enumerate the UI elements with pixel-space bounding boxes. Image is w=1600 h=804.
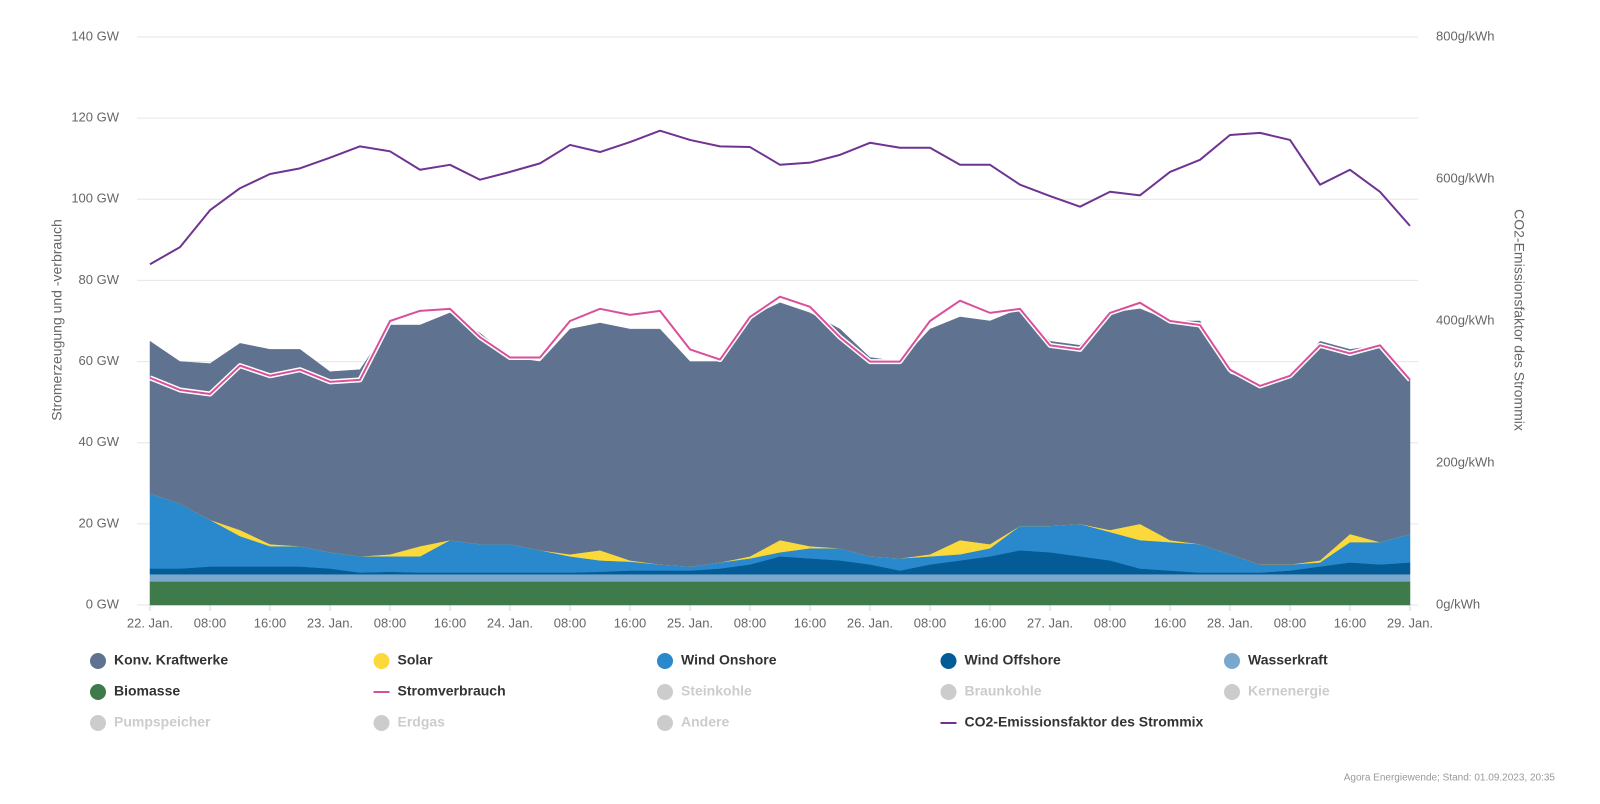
legend-label[interactable]: Kernenergie xyxy=(1248,683,1330,699)
legend-label[interactable]: Andere xyxy=(681,714,729,730)
x-tick-label: 24. Jan. xyxy=(487,615,533,630)
x-tick-label: 27. Jan. xyxy=(1027,615,1073,630)
legend-marker xyxy=(373,653,390,669)
legend-label[interactable]: Braunkohle xyxy=(965,683,1042,699)
legend-marker xyxy=(940,684,957,700)
x-tick-label: 08:00 xyxy=(194,615,227,630)
legend-label[interactable]: Steinkohle xyxy=(681,683,752,699)
area xyxy=(149,573,1411,582)
x-tick-label: 26. Jan. xyxy=(847,615,893,630)
legend-label[interactable]: Pumpspeicher xyxy=(114,714,211,730)
y-axis-title: Stromerzeugung und -verbrauch xyxy=(49,219,65,421)
x-tick-label: 08:00 xyxy=(914,615,947,630)
legend-marker xyxy=(90,653,106,669)
x-tick-label: 22. Jan. xyxy=(127,615,173,630)
x-tick-label: 16:00 xyxy=(974,615,1007,630)
legend-marker xyxy=(90,715,106,731)
legend-marker xyxy=(373,715,390,731)
legend-label[interactable]: Konv. Kraftwerke xyxy=(114,652,228,668)
legend-marker xyxy=(90,684,106,700)
x-tick-label: 08:00 xyxy=(734,615,767,630)
legend-marker xyxy=(940,653,957,669)
y2-tick-label: 0g/kWh xyxy=(1436,596,1480,611)
x-tick-label: 16:00 xyxy=(794,615,827,630)
x-tick-label: 08:00 xyxy=(1094,615,1127,630)
legend-label[interactable]: Wind Onshore xyxy=(681,652,777,668)
x-tick-label: 08:00 xyxy=(374,615,407,630)
x-tick-label: 08:00 xyxy=(554,615,587,630)
y-tick-label: 120 GW xyxy=(71,110,119,125)
line xyxy=(149,129,1411,266)
y-tick-label: 60 GW xyxy=(79,353,120,368)
y2-tick-label: 400g/kWh xyxy=(1436,312,1495,327)
y-tick-label: 20 GW xyxy=(79,515,120,530)
y2-tick-label: 800g/kWh xyxy=(1436,28,1495,43)
line xyxy=(149,295,1411,396)
legend-label[interactable]: Wasserkraft xyxy=(1248,652,1328,668)
legend-marker xyxy=(657,653,673,669)
legend-marker xyxy=(657,715,673,731)
legend-label[interactable]: Erdgas xyxy=(398,714,446,730)
x-tick-label: 25. Jan. xyxy=(667,615,713,630)
legend-marker xyxy=(1224,653,1240,669)
legend-label[interactable]: CO2-Emissionsfaktor des Strommix xyxy=(965,714,1204,730)
legend-label[interactable]: Wind Offshore xyxy=(965,652,1062,668)
area xyxy=(149,581,1411,606)
area xyxy=(149,302,1411,567)
x-tick-label: 16:00 xyxy=(434,615,467,630)
y-tick-label: 0 GW xyxy=(86,596,120,611)
legend-label[interactable]: Biomasse xyxy=(114,683,180,699)
x-tick-label: 28. Jan. xyxy=(1207,615,1253,630)
y-tick-label: 140 GW xyxy=(71,28,119,43)
x-tick-label: 08:00 xyxy=(1274,615,1307,630)
x-tick-label: 23. Jan. xyxy=(307,615,353,630)
x-tick-label: 16:00 xyxy=(1154,615,1187,630)
y2-axis-title: CO2-Emissionsfaktor des Strommix xyxy=(1511,209,1527,431)
x-tick-label: 16:00 xyxy=(614,615,647,630)
legend-marker xyxy=(1224,684,1240,700)
credit: Agora Energiewende; Stand: 01.09.2023, 2… xyxy=(1344,773,1556,784)
x-tick-label: 16:00 xyxy=(1334,615,1367,630)
y-tick-label: 80 GW xyxy=(79,272,120,287)
y2-tick-label: 600g/kWh xyxy=(1436,170,1495,185)
x-tick-label: 16:00 xyxy=(254,615,287,630)
y-tick-label: 100 GW xyxy=(71,191,119,206)
legend-marker xyxy=(657,684,673,700)
y-tick-label: 40 GW xyxy=(79,434,120,449)
y2-tick-label: 200g/kWh xyxy=(1436,454,1495,469)
x-tick-label: 29. Jan. xyxy=(1387,615,1433,630)
legend-label[interactable]: Stromverbrauch xyxy=(398,683,506,699)
legend-label[interactable]: Solar xyxy=(398,652,434,668)
